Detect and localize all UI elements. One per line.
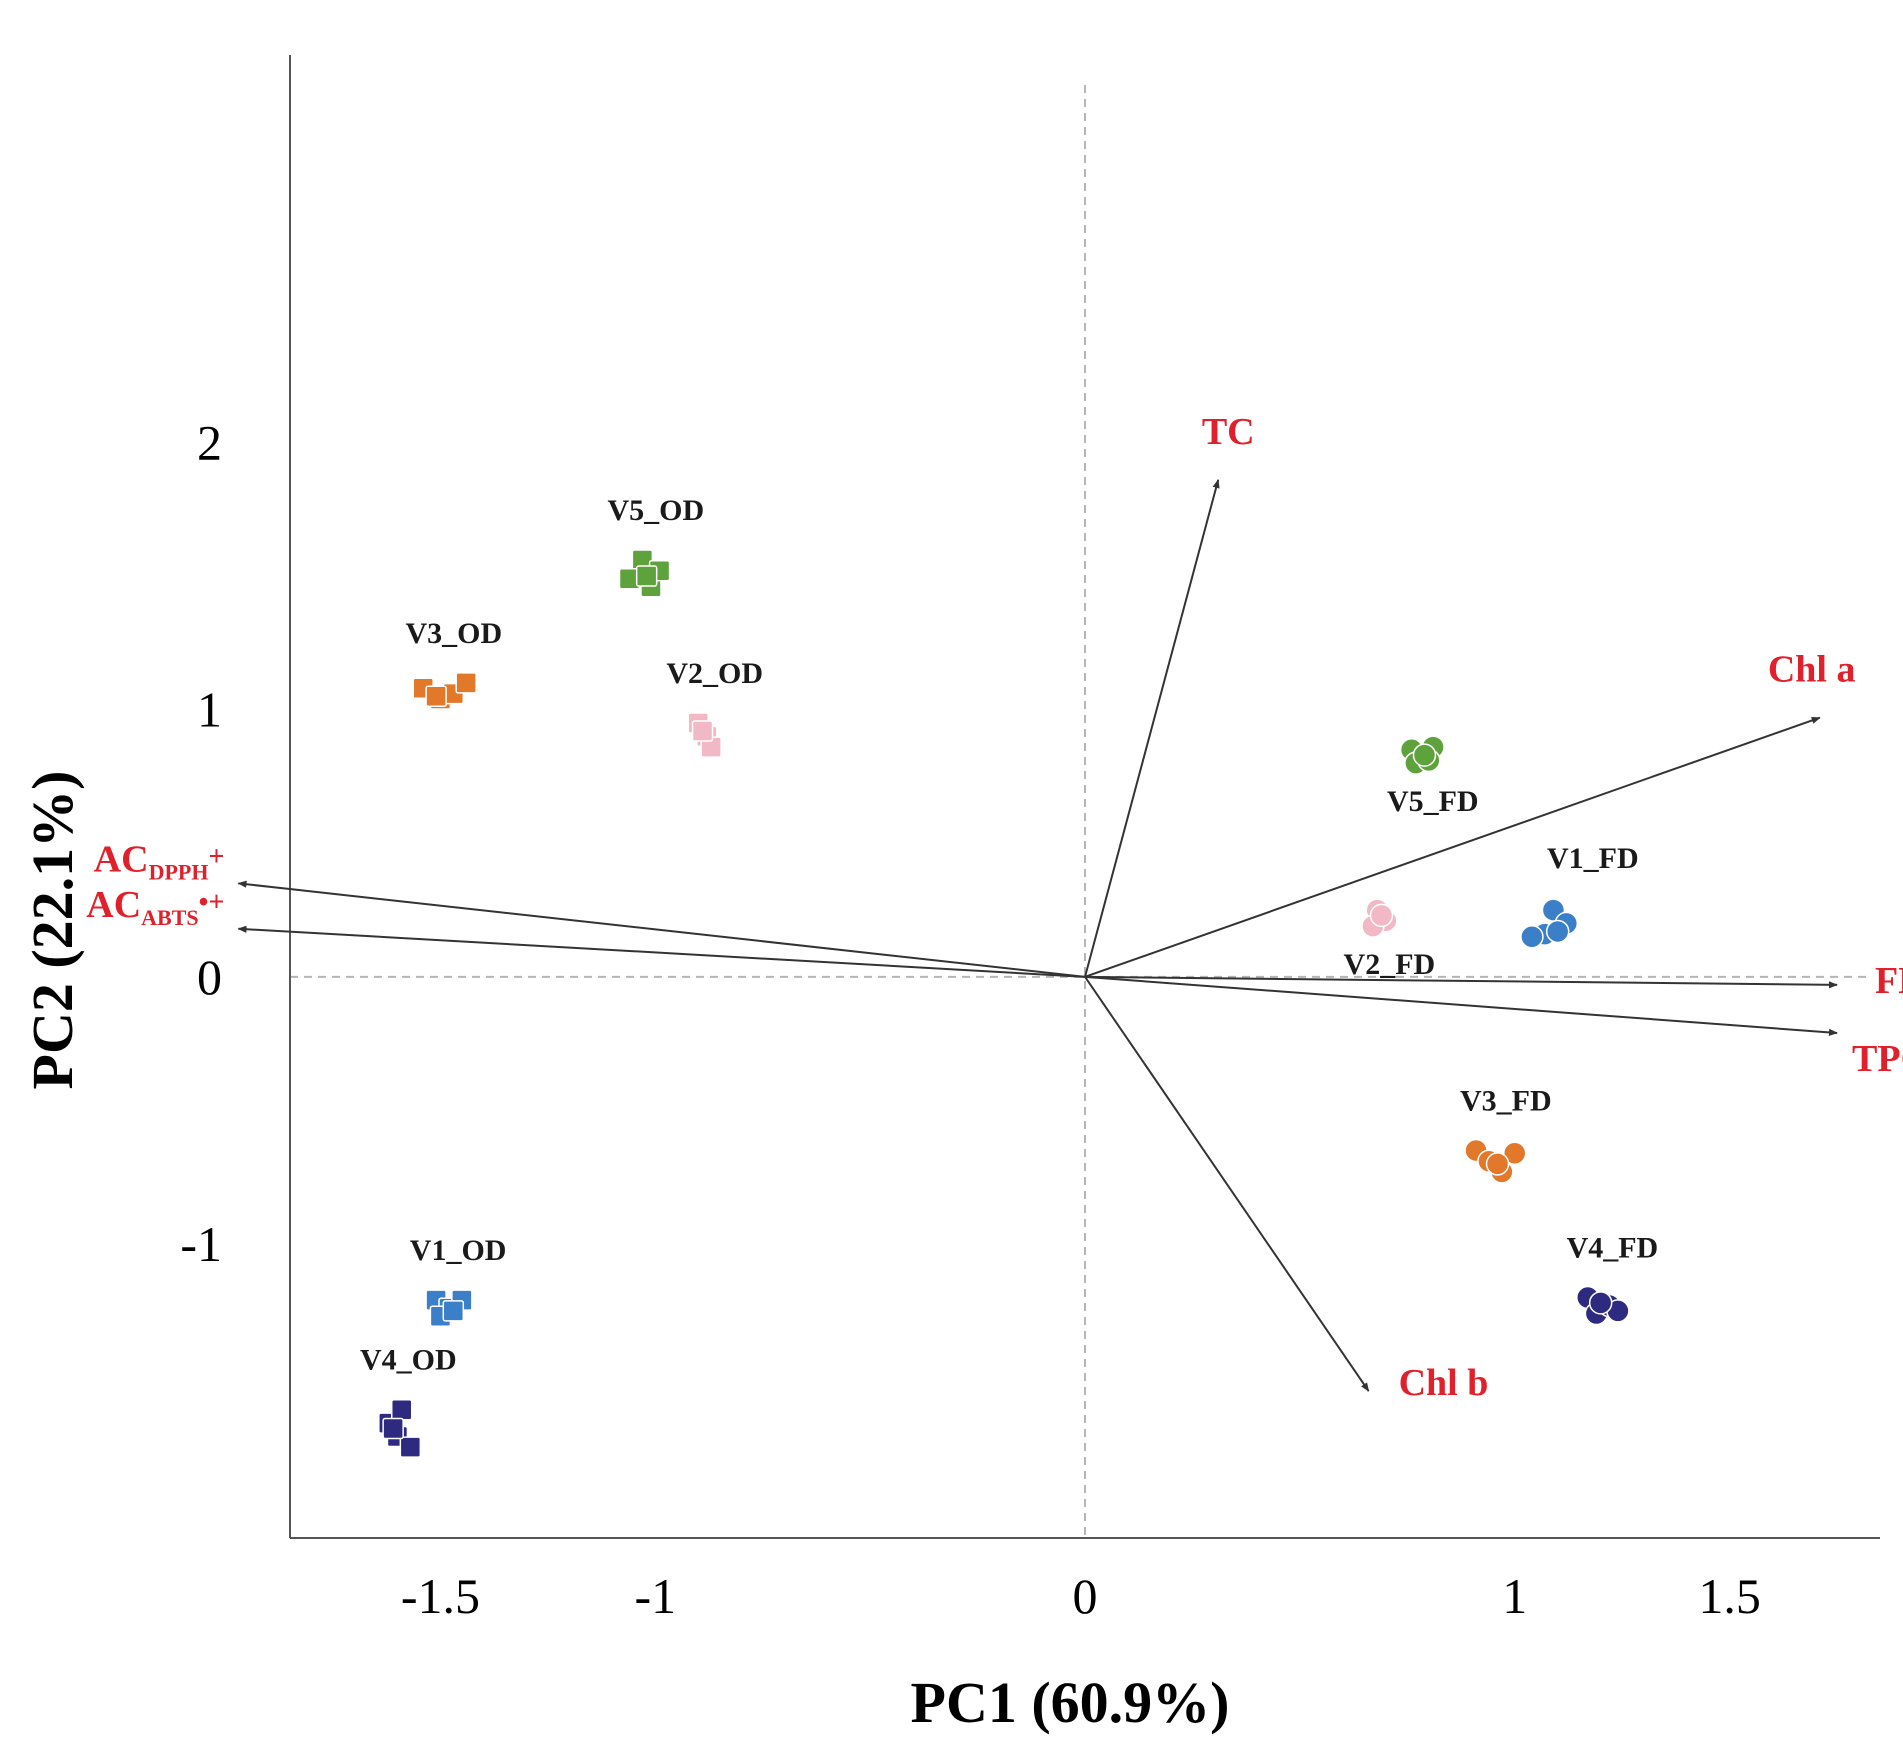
data-point xyxy=(1412,743,1437,767)
data-point xyxy=(635,565,658,587)
data-point xyxy=(425,685,447,708)
observation-label: V4_FD xyxy=(1567,1232,1659,1265)
data-point xyxy=(1485,1152,1510,1176)
observation-label: V4_OD xyxy=(360,1344,457,1377)
observation-label: V1_OD xyxy=(410,1234,507,1267)
variable-label-main: TPC xyxy=(1852,1038,1903,1080)
observation-label: V5_FD xyxy=(1387,785,1479,818)
variable-label-main: FLC xyxy=(1875,960,1903,1002)
loading-arrow xyxy=(1084,975,1838,989)
x-tick-label: 1 xyxy=(1502,1568,1527,1624)
observation-group xyxy=(618,549,671,598)
loading-arrow xyxy=(1084,976,1370,1392)
observation-label: V3_OD xyxy=(406,617,503,650)
loading-vectors xyxy=(237,478,1838,1392)
observation-group xyxy=(1399,735,1445,775)
variable-label-main: AC xyxy=(94,838,149,880)
observation-group xyxy=(1520,898,1579,949)
y-tick-label: 2 xyxy=(197,414,222,470)
variable-label: Chl b xyxy=(1399,1362,1489,1404)
data-point xyxy=(399,1436,422,1458)
x-axis-title: PC1 (60.9%) xyxy=(911,1670,1230,1735)
variable-label-main: Chl a xyxy=(1768,649,1856,691)
data-point xyxy=(1588,1291,1613,1315)
x-tick-label: 0 xyxy=(1073,1568,1098,1624)
variable-label: TPC xyxy=(1852,1038,1903,1080)
y-tick-label: -1 xyxy=(180,1216,222,1272)
observation-group xyxy=(687,712,722,758)
data-point xyxy=(455,672,477,694)
data-point xyxy=(390,1398,413,1421)
variable-label-main: AC xyxy=(86,884,141,926)
variable-label-main: Chl b xyxy=(1399,1362,1489,1404)
x-tick-label: -1.5 xyxy=(401,1568,480,1624)
observation-group xyxy=(412,672,477,710)
data-point xyxy=(691,720,714,742)
data-point xyxy=(442,1300,465,1322)
variable-label-superscript: •+ xyxy=(199,887,225,918)
x-tick-label: 1.5 xyxy=(1698,1568,1761,1624)
data-point xyxy=(1369,903,1394,928)
data-point xyxy=(1545,919,1570,944)
observation-label: V3_FD xyxy=(1460,1085,1552,1118)
variable-label-subscript: ABTS xyxy=(141,905,198,930)
variable-label: TC xyxy=(1202,411,1255,453)
variable-label: ACDPPH+ xyxy=(94,838,225,884)
observation-points xyxy=(378,549,1630,1458)
observation-label: V5_OD xyxy=(607,494,704,527)
observation-group xyxy=(1361,898,1398,938)
loading-arrow xyxy=(237,880,1086,978)
y-tick-label: 0 xyxy=(197,949,222,1005)
loading-arrow xyxy=(1084,478,1220,978)
variable-label-superscript: + xyxy=(208,841,224,872)
observation-group xyxy=(378,1398,422,1458)
reference-lines xyxy=(290,85,1870,1538)
observation-group xyxy=(1464,1138,1527,1184)
data-point xyxy=(382,1417,404,1440)
x-tick-label: -1 xyxy=(634,1568,676,1624)
axes: -1.5 -1 0 1 1.5 2 1 0 -1 xyxy=(180,55,1880,1624)
loading-arrow xyxy=(237,925,1086,978)
variable-label: ACABTS•+ xyxy=(86,884,224,930)
y-axis-title: PC2 (22.1%) xyxy=(20,771,85,1090)
observation-group xyxy=(1576,1285,1630,1326)
y-tick-label: 1 xyxy=(197,682,222,738)
observation-group xyxy=(425,1289,473,1327)
variable-label-main: TC xyxy=(1202,411,1255,453)
variable-label: Chl a xyxy=(1768,649,1856,691)
loading-arrow xyxy=(1084,716,1821,978)
variable-label: FLC xyxy=(1875,960,1903,1002)
labels: V5_OD V3_OD V2_OD V1_OD V4_OD V5_FD V2_FD V1_FD… xyxy=(86,411,1903,1404)
observation-label: V1_FD xyxy=(1547,842,1639,875)
observation-label: V2_FD xyxy=(1344,948,1436,981)
data-point xyxy=(1520,925,1544,949)
observation-label: V2_OD xyxy=(666,657,763,690)
variable-label-subscript: DPPH xyxy=(149,859,209,884)
loading-arrow xyxy=(1084,975,1838,1036)
data-point xyxy=(1502,1141,1527,1165)
